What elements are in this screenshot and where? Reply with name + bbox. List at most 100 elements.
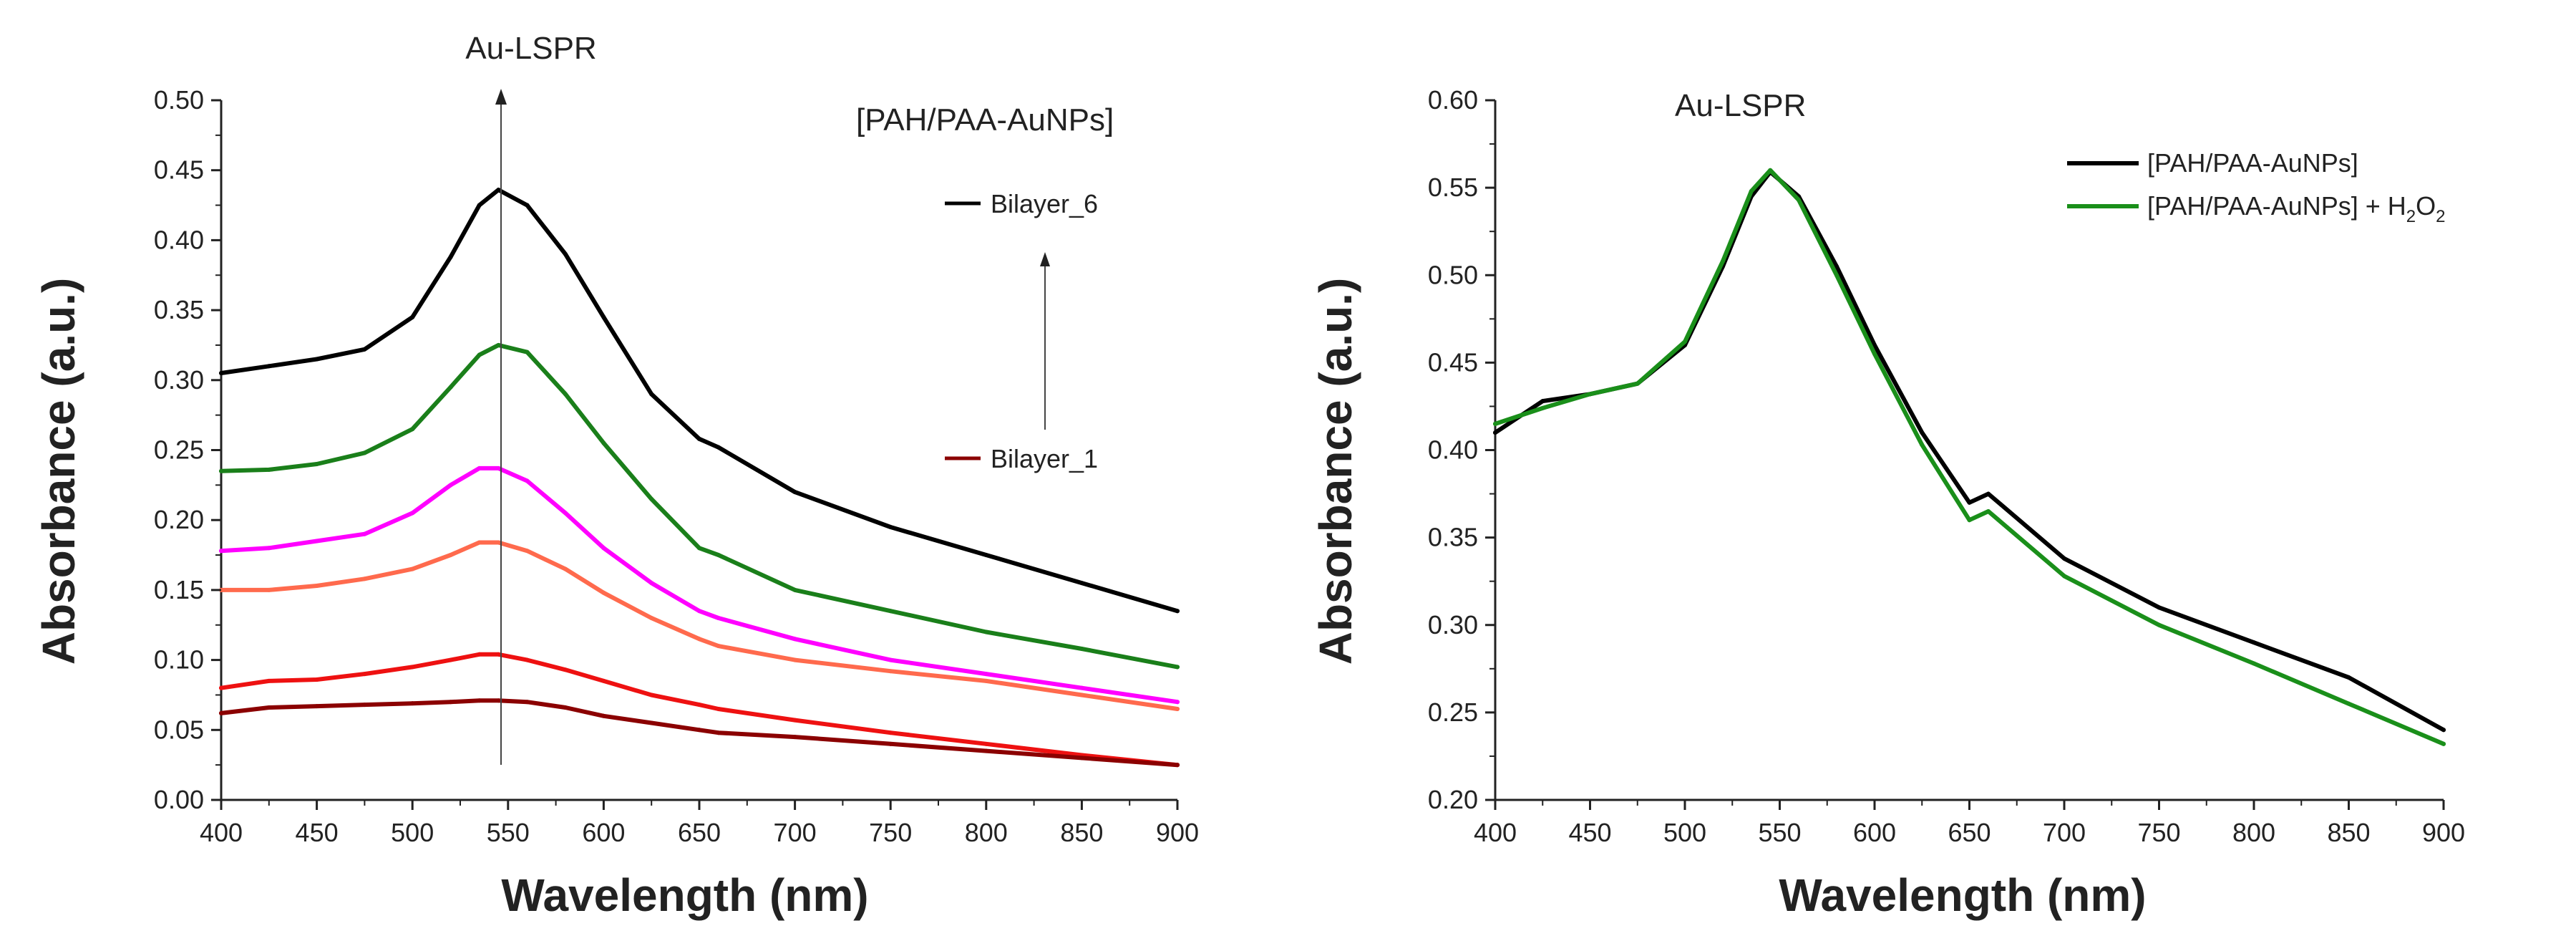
left-y-tick-label: 0.40 xyxy=(154,225,204,254)
left-chart: 400 450 500 550 600 650 700 750 800 850 900 0.00 0.0… xyxy=(33,31,1199,921)
legend-h2o2-sub2: 2 xyxy=(2436,207,2445,226)
left-chart-series xyxy=(219,188,1180,768)
left-point-bilayer-5 xyxy=(1175,665,1180,670)
left-y-tick-label: 0.35 xyxy=(154,295,204,324)
left-point-bilayer-1 xyxy=(792,735,797,740)
left-point-bilayer-2 xyxy=(525,657,530,662)
left-peak-arrow xyxy=(495,89,507,765)
left-point-bilayer-3 xyxy=(1175,706,1180,711)
right-x-tick-label: 700 xyxy=(2043,818,2086,847)
left-point-bilayer-3 xyxy=(525,549,530,554)
left-point-bilayer-2 xyxy=(266,678,271,683)
left-point-bilayer-1 xyxy=(525,700,530,705)
right-point-pah-paa-aunps-h2o2 xyxy=(1683,339,1687,344)
left-point-bilayer-1 xyxy=(888,741,893,746)
right-y-tick-label: 0.35 xyxy=(1428,523,1478,552)
left-point-bilayer-1 xyxy=(649,720,654,725)
left-point-bilayer-3 xyxy=(410,566,415,571)
left-x-tick-label: 600 xyxy=(582,818,625,847)
left-series-bilayer-5 xyxy=(219,342,1180,670)
left-point-bilayer-2 xyxy=(697,703,701,708)
left-point-bilayer-3 xyxy=(314,584,319,589)
right-point-pah-paa-aunps-h2o2 xyxy=(1721,259,1725,264)
right-series-pah-paa-aunps xyxy=(1493,170,2446,733)
left-point-bilayer-5 xyxy=(410,427,415,432)
left-point-bilayer-4 xyxy=(563,511,568,516)
right-y-tick-label: 0.30 xyxy=(1428,610,1478,639)
left-group-label: [PAH/PAA-AuNPs] xyxy=(856,102,1114,137)
left-point-bilayer-1 xyxy=(716,730,721,735)
left-point-bilayer-4 xyxy=(1079,685,1084,690)
left-point-bilayer-6 xyxy=(888,524,893,529)
left-point-bilayer-6 xyxy=(448,254,453,259)
right-point-pah-paa-aunps xyxy=(1967,500,1972,505)
left-x-tick-label: 450 xyxy=(296,818,339,847)
right-point-pah-paa-aunps xyxy=(1986,491,1991,496)
right-x-tick-label: 900 xyxy=(2422,818,2465,847)
left-point-bilayer-2 xyxy=(649,692,654,698)
left-series-bilayer-1 xyxy=(219,698,1180,768)
left-point-bilayer-4 xyxy=(219,549,223,554)
right-x-axis-title: Wavelength (nm) xyxy=(1779,869,2146,921)
left-point-bilayer-2 xyxy=(362,672,367,677)
left-point-bilayer-6 xyxy=(266,364,271,369)
left-y-tick-label: 0.30 xyxy=(154,365,204,395)
left-point-bilayer-1 xyxy=(601,713,606,718)
left-point-bilayer-5 xyxy=(266,467,271,472)
left-point-bilayer-5 xyxy=(601,440,606,445)
left-point-bilayer-1 xyxy=(477,698,482,703)
right-point-pah-paa-aunps xyxy=(1540,399,1545,404)
left-point-bilayer-6 xyxy=(1175,609,1180,614)
left-point-bilayer-3 xyxy=(1079,692,1084,698)
right-y-tick-label: 0.45 xyxy=(1428,347,1478,377)
left-point-bilayer-5 xyxy=(983,629,988,634)
left-point-bilayer-4 xyxy=(697,609,701,614)
left-point-bilayer-3 xyxy=(601,590,606,595)
right-point-pah-paa-aunps xyxy=(1834,264,1839,269)
right-chart-series xyxy=(1493,168,2446,746)
left-point-bilayer-3 xyxy=(477,540,482,545)
left-x-tick-label: 650 xyxy=(678,818,721,847)
left-point-bilayer-3 xyxy=(563,566,568,571)
left-point-bilayer-6 xyxy=(649,392,654,397)
left-point-bilayer-4 xyxy=(314,539,319,544)
left-point-bilayer-5 xyxy=(1079,646,1084,651)
left-x-tick-label: 500 xyxy=(391,818,434,847)
left-point-bilayer-1 xyxy=(448,700,453,705)
right-x-tick-label: 800 xyxy=(2232,818,2275,847)
left-point-bilayer-3 xyxy=(716,644,721,649)
left-point-bilayer-3 xyxy=(362,576,367,581)
left-point-bilayer-2 xyxy=(219,685,223,690)
right-y-axis-title: Absorbance (a.u.) xyxy=(1310,278,1361,665)
left-point-bilayer-6 xyxy=(496,188,501,193)
left-point-bilayer-4 xyxy=(477,465,482,470)
right-point-pah-paa-aunps-h2o2 xyxy=(1588,392,1593,397)
right-point-pah-paa-aunps xyxy=(1872,342,1877,347)
left-point-bilayer-6 xyxy=(792,490,797,495)
right-point-pah-paa-aunps xyxy=(1493,430,1497,435)
right-point-pah-paa-aunps-h2o2 xyxy=(1872,352,1877,357)
left-x-tick-label: 700 xyxy=(774,818,817,847)
left-point-bilayer-6 xyxy=(983,553,988,558)
left-point-bilayer-1 xyxy=(1175,763,1180,768)
left-legend: Bilayer_6 Bilayer_1 xyxy=(945,189,1098,473)
right-point-pah-paa-aunps-h2o2 xyxy=(1749,189,1754,194)
left-x-axis-title: Wavelength (nm) xyxy=(501,869,868,921)
right-x-tick-label: 650 xyxy=(1948,818,1991,847)
left-y-tick-label: 0.15 xyxy=(154,575,204,604)
left-point-bilayer-6 xyxy=(477,203,482,208)
legend-h2o2-mid: O xyxy=(2416,191,2436,221)
left-chart-ticks: 400 450 500 550 600 650 700 750 800 850 900 0.00 0.0… xyxy=(154,85,1199,847)
left-point-bilayer-1 xyxy=(266,705,271,710)
left-point-bilayer-4 xyxy=(496,465,501,470)
right-peak-label: Au-LSPR xyxy=(1675,88,1806,123)
right-y-tick-label: 0.40 xyxy=(1428,435,1478,465)
right-point-pah-paa-aunps-h2o2 xyxy=(2157,622,2162,627)
left-point-bilayer-5 xyxy=(219,468,223,473)
left-y-tick-label: 0.50 xyxy=(154,85,204,115)
left-point-bilayer-1 xyxy=(496,698,501,703)
left-point-bilayer-2 xyxy=(716,706,721,711)
left-point-bilayer-4 xyxy=(792,637,797,642)
left-point-bilayer-5 xyxy=(362,450,367,455)
